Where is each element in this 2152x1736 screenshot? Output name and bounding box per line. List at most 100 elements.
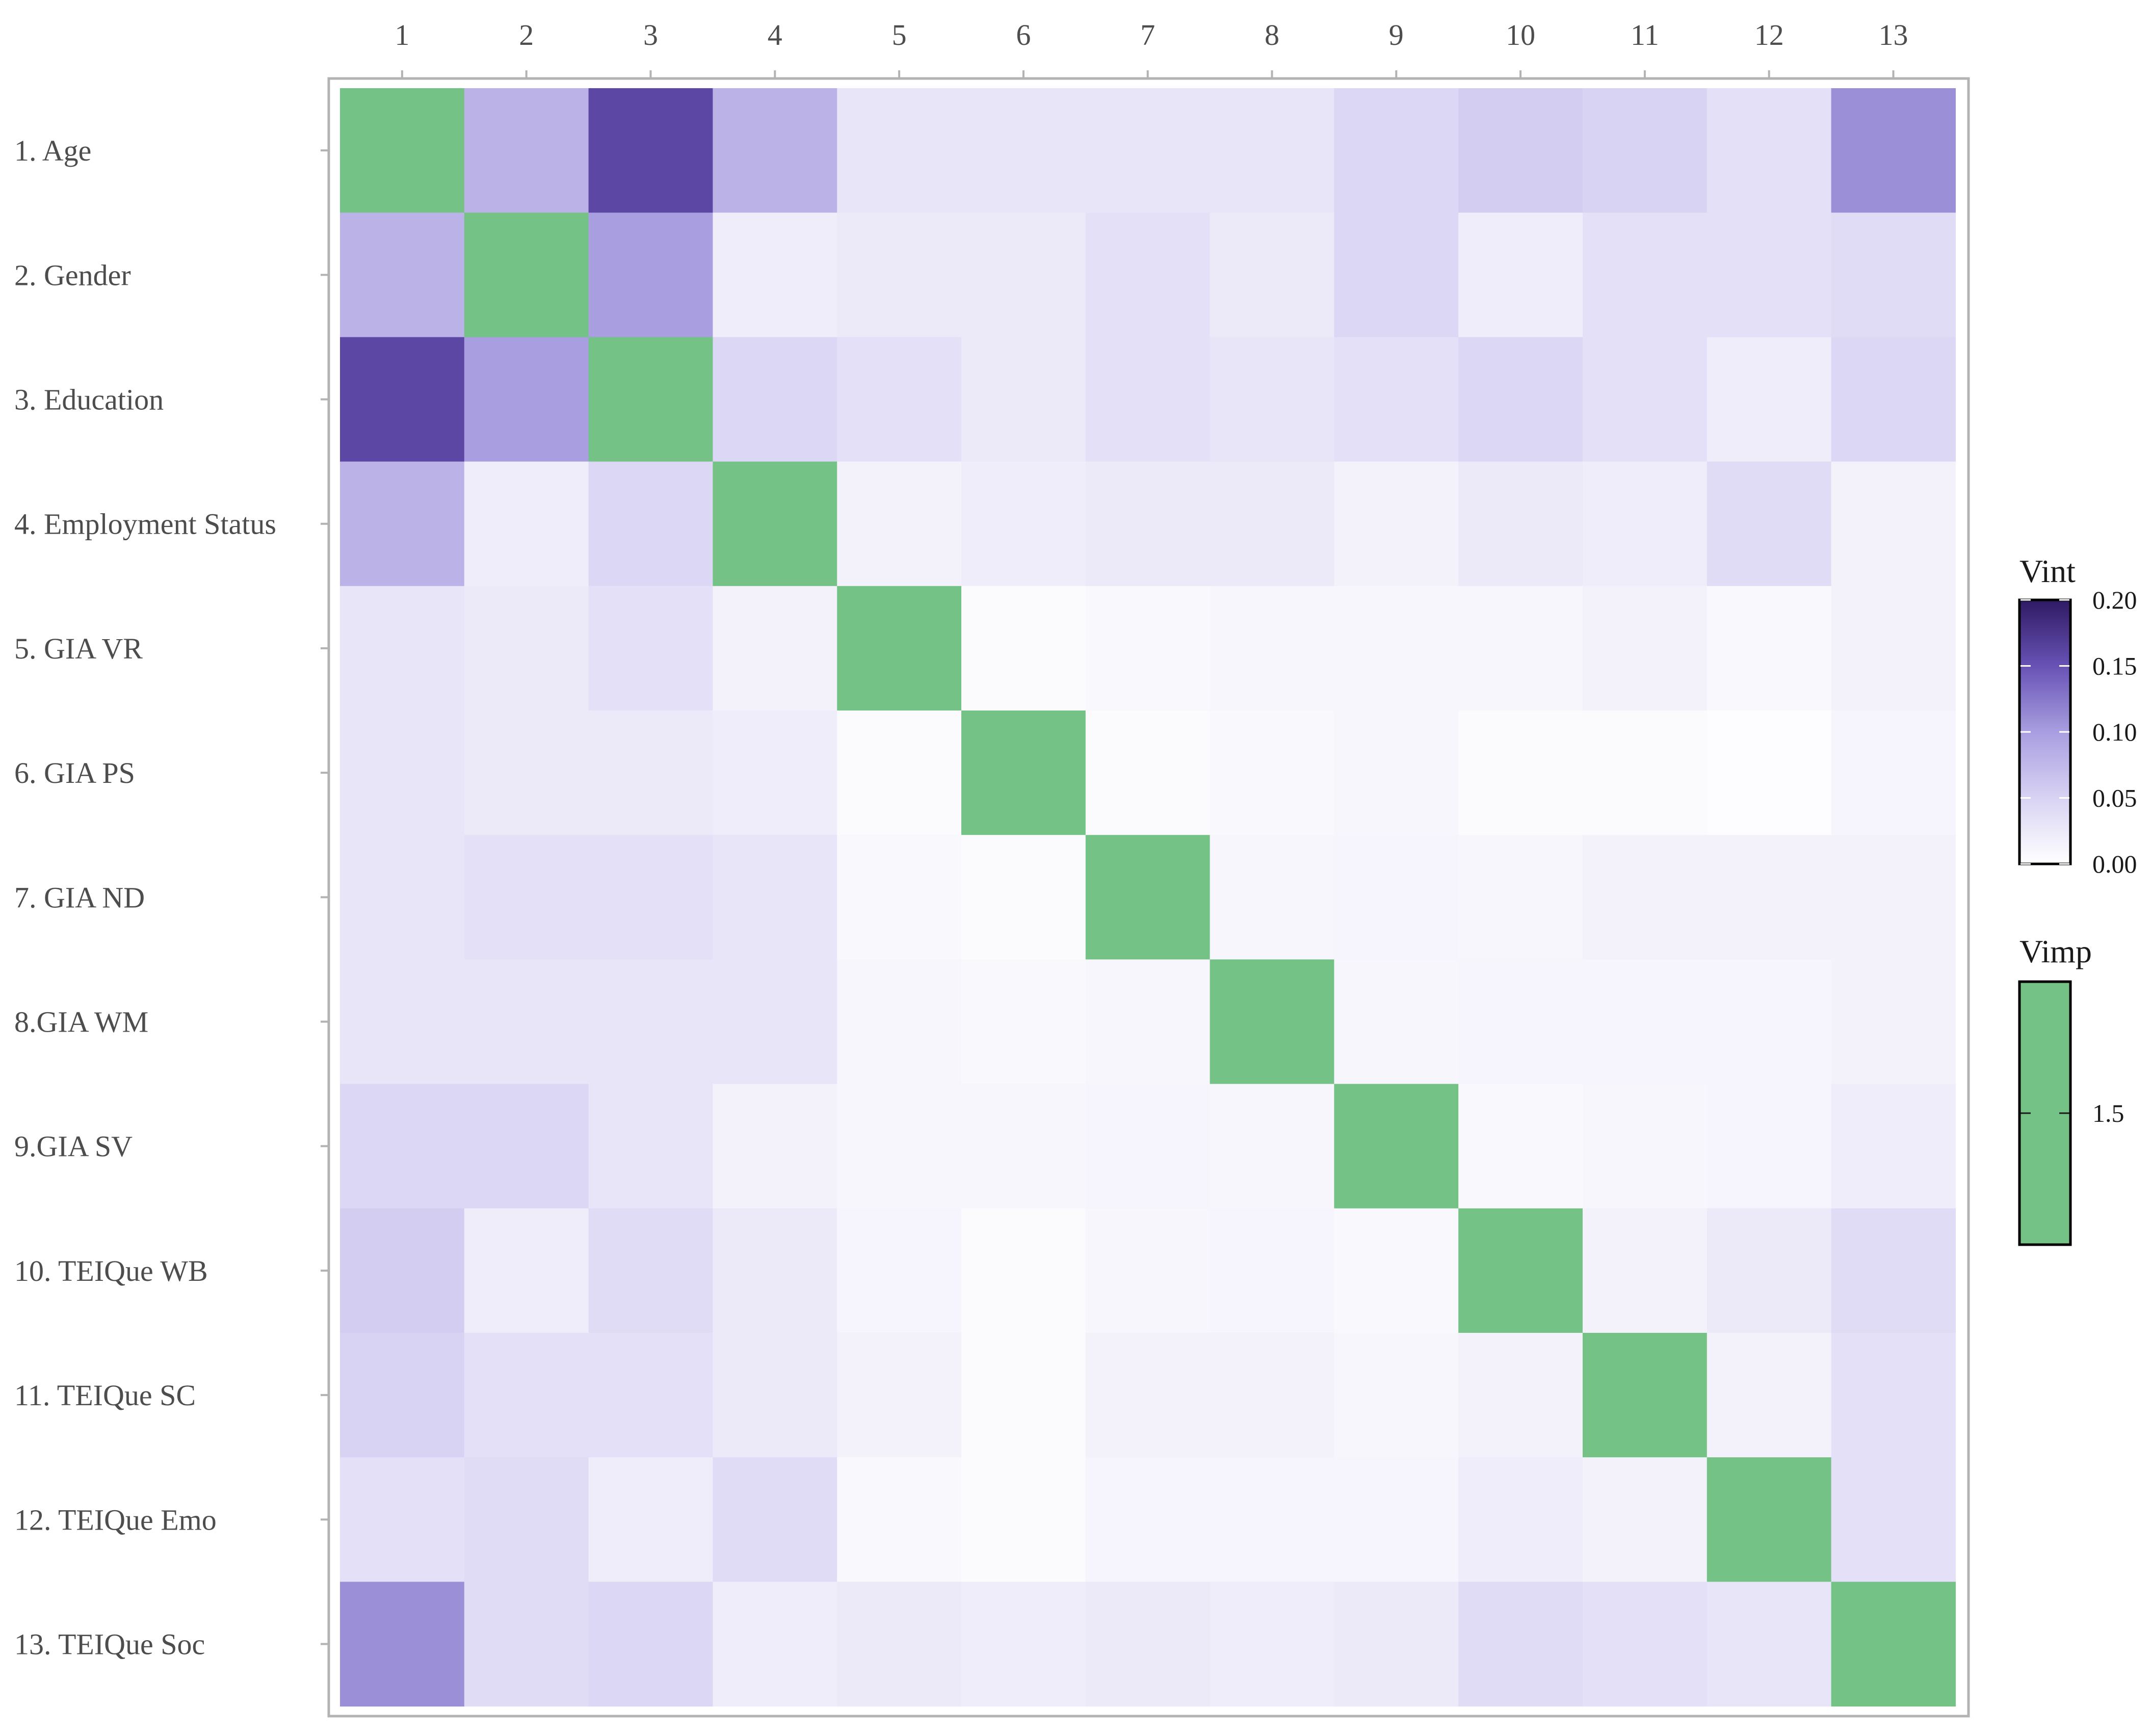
vint-cell-7-10	[1458, 835, 1583, 960]
vint-cell-8-11	[1583, 959, 1708, 1085]
vint-cell-1-4	[713, 88, 837, 213]
x-tick-label: 9	[1389, 18, 1404, 51]
vimp-cell-10	[1458, 1208, 1583, 1333]
vint-cell-5-3	[588, 586, 713, 711]
vint-cell-10-4	[713, 1208, 837, 1333]
vint-cell-10-6	[961, 1208, 1086, 1333]
x-tick-label: 6	[1016, 18, 1031, 51]
vint-cell-3-11	[1583, 337, 1708, 462]
vint-cell-10-1	[340, 1208, 465, 1333]
y-axis-ticks: 1. Age 2. Gender 3. Education 4. Employment…	[14, 134, 328, 1661]
vint-cell-4-3	[588, 461, 713, 587]
vint-cell-5-10	[1458, 586, 1583, 711]
vint-cell-10-8	[1210, 1208, 1334, 1333]
vint-cell-12-5	[837, 1457, 962, 1582]
vint-cell-11-1	[340, 1333, 465, 1458]
vint-cell-13-5	[837, 1582, 962, 1707]
vint-cell-12-3	[588, 1457, 713, 1582]
y-tick-label: 8.GIA WM	[14, 1006, 148, 1039]
vint-cell-12-9	[1334, 1457, 1459, 1582]
vint-cell-12-13	[1831, 1457, 1956, 1582]
vint-cell-3-4	[713, 337, 837, 462]
vint-cell-5-8	[1210, 586, 1334, 711]
vint-cell-1-9	[1334, 88, 1459, 213]
y-tick-label: 7. GIA ND	[14, 881, 145, 914]
vint-cell-2-11	[1583, 213, 1708, 337]
vint-cell-4-5	[837, 461, 962, 587]
vint-cell-11-2	[464, 1333, 589, 1458]
x-tick-label: 3	[643, 18, 658, 51]
vint-cell-9-12	[1707, 1084, 1832, 1209]
x-tick-label: 12	[1754, 18, 1784, 51]
vint-cell-7-9	[1334, 835, 1459, 960]
vint-cell-5-11	[1583, 586, 1708, 711]
vint-cell-6-8	[1210, 711, 1334, 835]
vint-cell-4-6	[961, 461, 1086, 587]
vint-cell-11-5	[837, 1333, 962, 1458]
vimp-cell-5	[837, 586, 962, 711]
y-tick-label: 4. Employment Status	[14, 508, 276, 541]
vint-cell-8-2	[464, 959, 589, 1085]
vint-cell-6-2	[464, 711, 589, 835]
vint-cell-7-13	[1831, 835, 1956, 960]
vint-cell-2-12	[1707, 213, 1832, 337]
vint-tick-label: 0.10	[2092, 718, 2137, 746]
vint-cell-9-4	[713, 1084, 837, 1209]
y-tick-label: 13. TEIQue Soc	[14, 1628, 205, 1661]
vint-cell-11-3	[588, 1333, 713, 1458]
vint-cell-1-3	[588, 88, 713, 213]
panel-border	[327, 77, 1970, 1718]
vint-cell-9-11	[1583, 1084, 1708, 1209]
x-tick-label: 10	[1506, 18, 1535, 51]
vint-cell-6-4	[713, 711, 837, 835]
vint-cell-1-7	[1085, 88, 1211, 213]
vint-cell-5-12	[1707, 586, 1832, 711]
vint-cell-9-6	[961, 1084, 1086, 1209]
vint-cell-3-2	[464, 337, 589, 462]
vint-cell-8-5	[837, 959, 962, 1085]
vint-cell-10-3	[588, 1208, 713, 1333]
vint-cell-6-11	[1583, 711, 1708, 835]
vint-cell-1-5	[837, 88, 962, 213]
vint-cell-10-7	[1085, 1208, 1211, 1333]
vint-cell-7-4	[713, 835, 837, 960]
vint-cell-2-8	[1210, 213, 1334, 337]
vint-cell-6-12	[1707, 711, 1832, 835]
vint-cell-8-12	[1707, 959, 1832, 1085]
vint-cell-9-2	[464, 1084, 589, 1209]
vint-cell-6-5	[837, 711, 962, 835]
vint-cell-12-7	[1085, 1457, 1211, 1582]
heatmap-cells	[340, 88, 1956, 1707]
x-tick-label: 1	[395, 18, 409, 51]
vint-cell-2-7	[1085, 213, 1211, 337]
vimp-legend: Vimp 1.5	[2018, 933, 2124, 1246]
vint-cell-13-2	[464, 1582, 589, 1707]
vint-cell-8-9	[1334, 959, 1459, 1085]
vint-cell-4-8	[1210, 461, 1334, 587]
vint-cell-12-1	[340, 1457, 465, 1582]
vint-cell-12-10	[1458, 1457, 1583, 1582]
vint-cell-1-10	[1458, 88, 1583, 213]
vint-cell-3-1	[340, 337, 465, 462]
vint-cell-6-3	[588, 711, 713, 835]
vint-cell-12-4	[713, 1457, 837, 1582]
vint-cell-11-12	[1707, 1333, 1832, 1458]
vint-cell-1-12	[1707, 88, 1832, 213]
vint-cell-12-2	[464, 1457, 589, 1582]
vimp-cell-6	[961, 711, 1086, 835]
vint-cell-8-4	[713, 959, 837, 1085]
vint-cell-13-7	[1085, 1582, 1211, 1707]
vint-cell-5-2	[464, 586, 589, 711]
vint-cell-13-8	[1210, 1582, 1334, 1707]
vimp-cell-1	[340, 88, 465, 213]
vint-cell-8-7	[1085, 959, 1211, 1085]
vint-cell-5-13	[1831, 586, 1956, 711]
x-tick-label: 2	[519, 18, 534, 51]
vint-cell-2-5	[837, 213, 962, 337]
vimp-cell-7	[1085, 835, 1211, 960]
vint-cell-1-13	[1831, 88, 1956, 213]
vint-cell-9-8	[1210, 1084, 1334, 1209]
vint-cell-3-6	[961, 337, 1086, 462]
vint-cell-5-6	[961, 586, 1086, 711]
vint-cell-4-12	[1707, 461, 1832, 587]
